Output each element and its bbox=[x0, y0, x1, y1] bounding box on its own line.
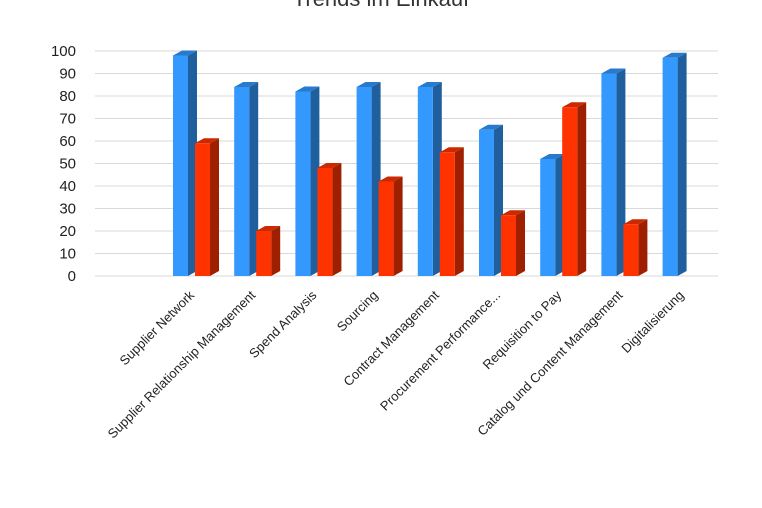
bar-side bbox=[516, 210, 525, 276]
bar-front bbox=[662, 57, 678, 276]
y-tick-label-30: 30 bbox=[59, 201, 76, 218]
bar-1-1 bbox=[234, 82, 259, 276]
bar-top bbox=[501, 210, 525, 216]
bar-2-5 bbox=[501, 210, 525, 276]
bar-front bbox=[195, 143, 210, 276]
bar-1-8 bbox=[662, 52, 687, 276]
bar-front bbox=[173, 55, 188, 276]
bar-1-3 bbox=[356, 82, 381, 276]
y-tick-label-60: 60 bbox=[59, 133, 76, 150]
bar-top bbox=[356, 82, 381, 87]
y-axis-ticks: 0 10 20 30 40 50 60 70 80 90 100 bbox=[51, 43, 76, 285]
bar-top bbox=[295, 86, 320, 92]
bar-side bbox=[454, 147, 464, 276]
bar-top bbox=[317, 163, 342, 168]
bar-side bbox=[371, 82, 381, 276]
bar-side bbox=[494, 124, 503, 276]
bar-side bbox=[677, 52, 687, 276]
bar-top bbox=[417, 82, 442, 87]
bar-top bbox=[623, 219, 648, 225]
bar-side bbox=[310, 86, 320, 276]
bar-front bbox=[378, 181, 394, 276]
bar-1-6 bbox=[540, 154, 565, 276]
bar-2-6 bbox=[562, 102, 587, 276]
bar-1-7 bbox=[601, 68, 626, 276]
bar-side bbox=[249, 82, 259, 276]
bar-side bbox=[188, 50, 197, 276]
bar-side bbox=[577, 102, 587, 276]
bar-2-0 bbox=[195, 138, 219, 276]
bar-top bbox=[562, 102, 587, 108]
bar-top bbox=[439, 147, 464, 153]
bar-side bbox=[616, 68, 626, 276]
bar-front bbox=[479, 129, 494, 276]
bar-2-7 bbox=[623, 219, 648, 276]
bar-top bbox=[234, 82, 259, 87]
y-tick-label-80: 80 bbox=[59, 88, 76, 105]
bar-side bbox=[638, 219, 648, 276]
bar-top bbox=[662, 52, 687, 58]
bar-1-4 bbox=[417, 82, 442, 276]
y-tick-label-40: 40 bbox=[59, 178, 76, 195]
x-category-label: Sourcing bbox=[334, 288, 381, 335]
bar-front bbox=[256, 231, 272, 276]
bar-1-2 bbox=[295, 86, 320, 276]
y-tick-label-90: 90 bbox=[59, 66, 76, 83]
bar-1-5 bbox=[479, 124, 503, 276]
bars bbox=[173, 50, 687, 276]
bar-front bbox=[356, 87, 372, 276]
bar-front bbox=[562, 107, 578, 276]
y-tick-label-70: 70 bbox=[59, 111, 76, 128]
bar-top bbox=[173, 50, 197, 56]
bar-side bbox=[555, 154, 565, 276]
bar-front bbox=[417, 87, 433, 276]
bar-front bbox=[623, 224, 639, 276]
bar-2-4 bbox=[439, 147, 464, 276]
bar-top bbox=[195, 138, 219, 144]
bar-2-1 bbox=[256, 226, 281, 276]
bar-front bbox=[540, 159, 556, 276]
bar-side bbox=[393, 176, 403, 276]
bar-2-2 bbox=[317, 163, 342, 276]
y-tick-label-20: 20 bbox=[59, 223, 76, 240]
bar-top bbox=[256, 226, 281, 231]
y-tick-label-0: 0 bbox=[68, 268, 76, 285]
bar-side bbox=[271, 226, 281, 276]
x-category-label: Procurement Performance... bbox=[377, 288, 503, 414]
bar-front bbox=[295, 91, 311, 276]
bar-side bbox=[332, 163, 342, 276]
bar-side bbox=[432, 82, 442, 276]
bar-side bbox=[210, 138, 219, 276]
bar-2-3 bbox=[378, 176, 403, 276]
bar-front bbox=[601, 73, 617, 276]
bar-front bbox=[439, 152, 455, 276]
bar-top bbox=[601, 68, 626, 74]
bar-top bbox=[479, 124, 503, 130]
bar-front bbox=[234, 87, 250, 276]
y-tick-label-10: 10 bbox=[59, 246, 76, 263]
bar-1-0 bbox=[173, 50, 197, 276]
bar-top bbox=[540, 154, 565, 159]
bar-front bbox=[317, 168, 333, 276]
chart-title: Trends im Einkauf bbox=[0, 0, 762, 12]
bar-top bbox=[378, 176, 403, 182]
y-tick-label-50: 50 bbox=[59, 156, 76, 173]
bar-front bbox=[501, 215, 516, 276]
y-tick-label-100: 100 bbox=[51, 43, 76, 60]
x-category-label: Digitalisierung bbox=[618, 288, 686, 356]
